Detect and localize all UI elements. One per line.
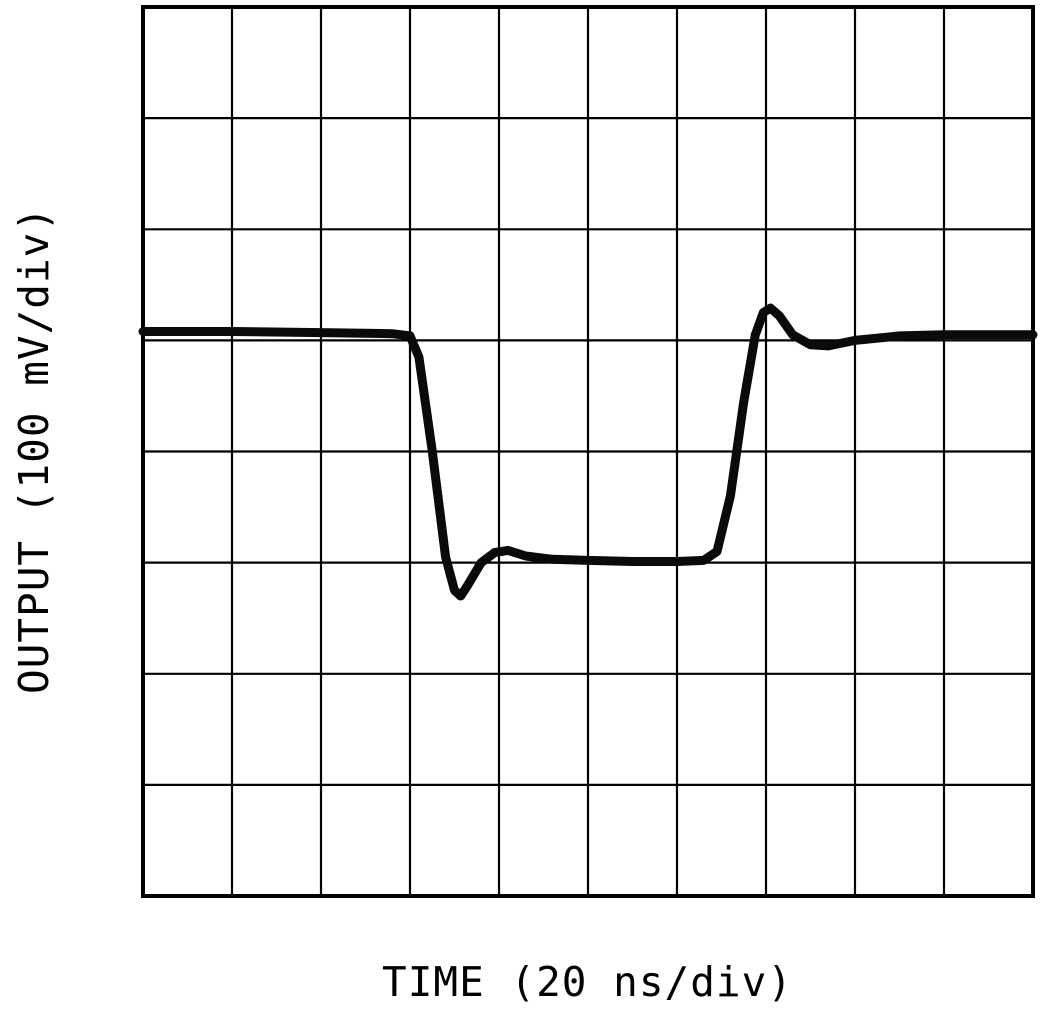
waveform-trace [138, 303, 1038, 601]
plot-border [141, 5, 1035, 898]
x-axis-label: TIME (20 ns/div) [382, 958, 793, 1006]
grid-lines [143, 7, 1033, 896]
y-axis-label: OUTPUT (100 mV/div) [10, 206, 58, 694]
